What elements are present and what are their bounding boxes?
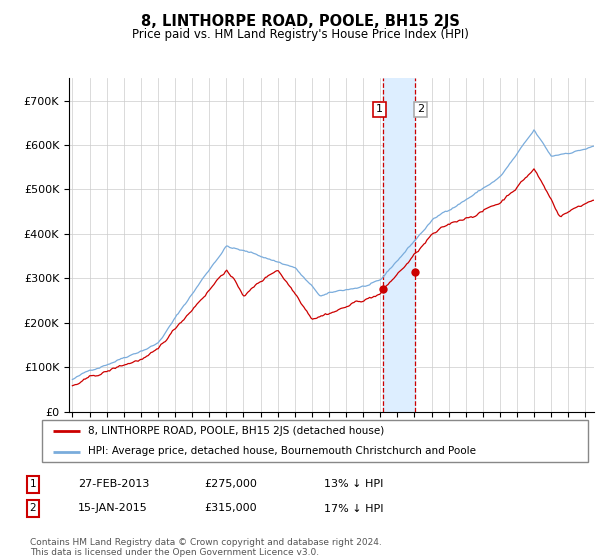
Text: 15-JAN-2015: 15-JAN-2015 <box>78 503 148 514</box>
Text: HPI: Average price, detached house, Bournemouth Christchurch and Poole: HPI: Average price, detached house, Bour… <box>88 446 476 456</box>
Text: 1: 1 <box>29 479 37 489</box>
Text: £275,000: £275,000 <box>204 479 257 489</box>
Text: 8, LINTHORPE ROAD, POOLE, BH15 2JS (detached house): 8, LINTHORPE ROAD, POOLE, BH15 2JS (deta… <box>88 426 385 436</box>
Text: 1: 1 <box>376 105 383 114</box>
Text: 2: 2 <box>416 105 424 114</box>
Text: 8, LINTHORPE ROAD, POOLE, BH15 2JS: 8, LINTHORPE ROAD, POOLE, BH15 2JS <box>140 14 460 29</box>
Bar <box>383 78 415 412</box>
Text: 2: 2 <box>29 503 37 514</box>
Text: Contains HM Land Registry data © Crown copyright and database right 2024.
This d: Contains HM Land Registry data © Crown c… <box>30 538 382 557</box>
FancyBboxPatch shape <box>42 420 588 462</box>
Text: 17% ↓ HPI: 17% ↓ HPI <box>324 503 383 514</box>
Text: Price paid vs. HM Land Registry's House Price Index (HPI): Price paid vs. HM Land Registry's House … <box>131 28 469 41</box>
Text: 13% ↓ HPI: 13% ↓ HPI <box>324 479 383 489</box>
Text: 27-FEB-2013: 27-FEB-2013 <box>78 479 149 489</box>
Text: £315,000: £315,000 <box>204 503 257 514</box>
